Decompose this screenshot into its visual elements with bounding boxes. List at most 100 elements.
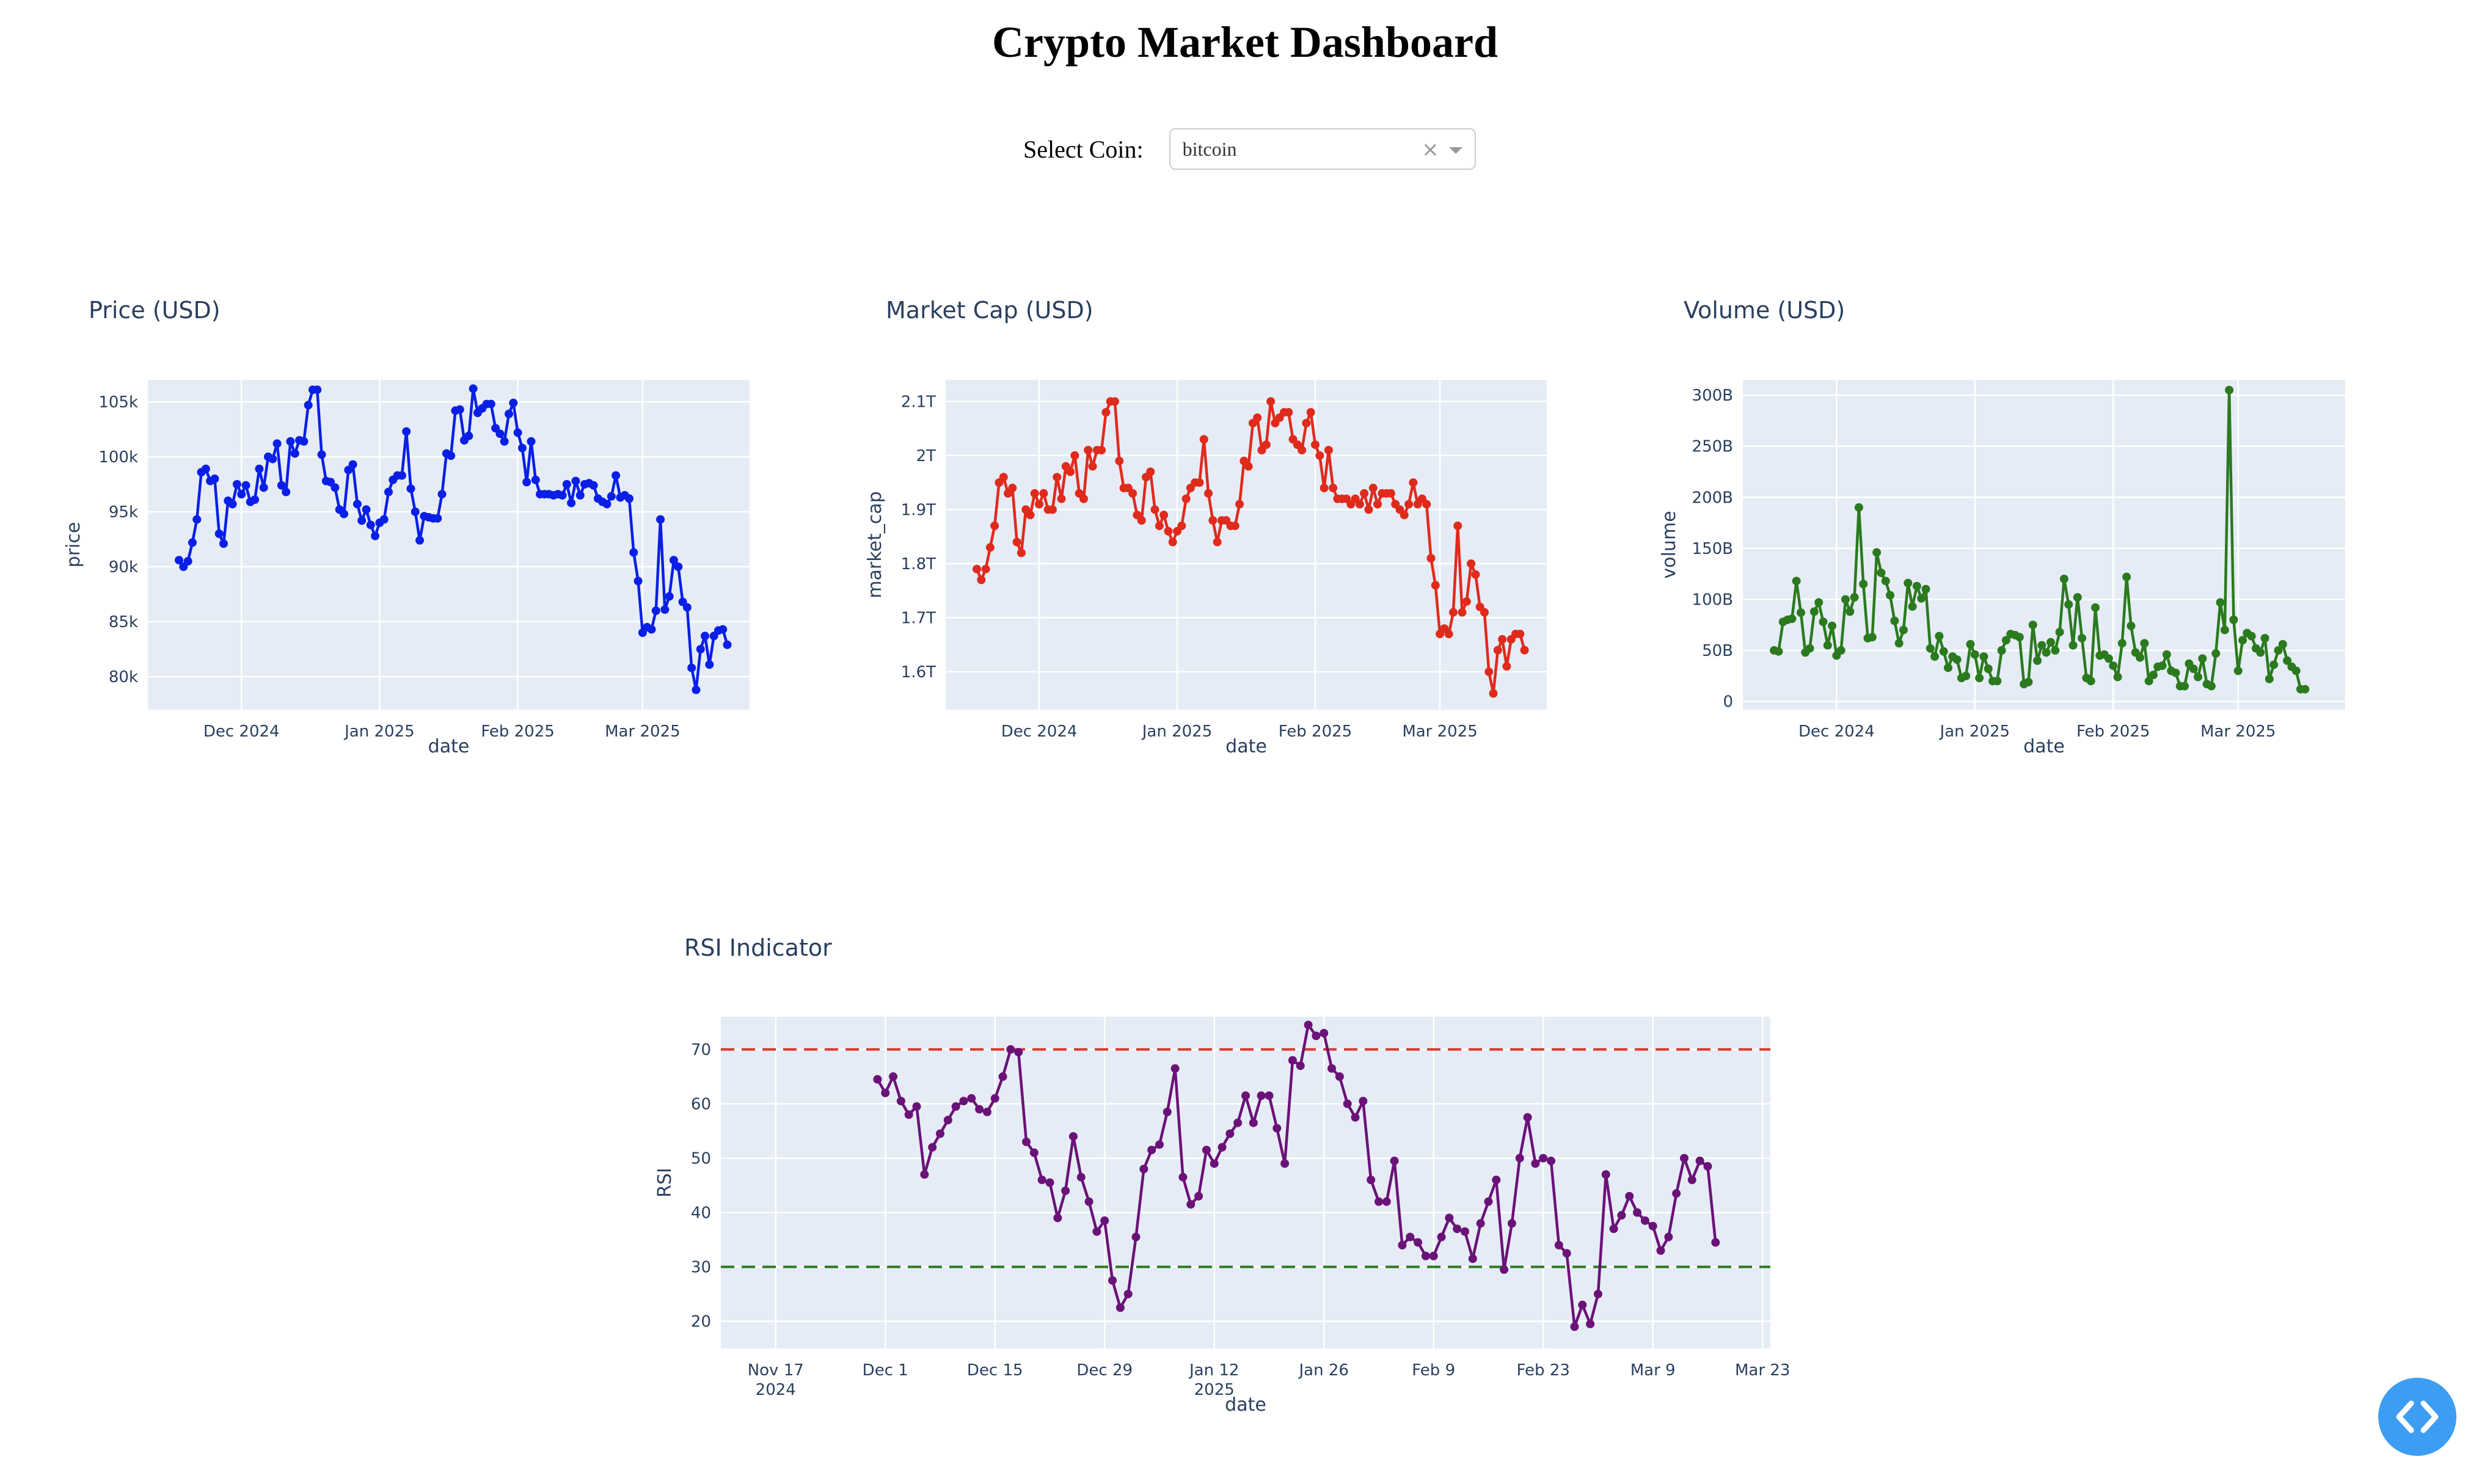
data-point xyxy=(1672,1189,1681,1198)
data-point xyxy=(1997,646,2006,655)
data-point xyxy=(1939,647,1948,656)
data-point xyxy=(1053,1213,1062,1223)
y-tick-label: 105k xyxy=(98,393,138,412)
data-point xyxy=(1398,1240,1407,1249)
data-point xyxy=(1030,489,1039,498)
data-point xyxy=(999,473,1008,482)
x-tick-label: Mar 23 xyxy=(1735,1361,1790,1380)
data-point xyxy=(1640,1216,1649,1225)
data-point xyxy=(2073,593,2082,602)
data-point xyxy=(1320,484,1329,493)
y-tick-label: 1.6T xyxy=(901,663,936,682)
data-point xyxy=(2220,625,2229,635)
data-point xyxy=(1570,1322,1579,1331)
data-point xyxy=(1298,446,1307,455)
data-point xyxy=(317,450,326,459)
data-point xyxy=(1498,635,1507,644)
data-point xyxy=(1026,511,1035,520)
data-point xyxy=(1664,1232,1673,1242)
data-point xyxy=(232,480,241,489)
y-tick-label: 250B xyxy=(1692,438,1733,456)
data-point xyxy=(998,1072,1007,1081)
data-point xyxy=(928,1143,937,1152)
data-point xyxy=(1324,446,1333,455)
data-point xyxy=(406,484,415,493)
data-point xyxy=(366,520,375,529)
data-point xyxy=(509,398,518,407)
data-point xyxy=(1123,1289,1133,1298)
data-point xyxy=(1261,440,1271,449)
data-point xyxy=(1421,1251,1430,1260)
data-point xyxy=(1846,607,1855,616)
data-point xyxy=(1359,1096,1368,1105)
chevron-down-icon[interactable] xyxy=(1448,147,1462,154)
y-tick-label: 40 xyxy=(691,1204,711,1222)
data-point xyxy=(1386,489,1395,498)
data-point xyxy=(1703,1162,1712,1171)
data-point xyxy=(1053,473,1062,482)
data-point xyxy=(411,507,420,516)
data-point xyxy=(1426,554,1436,563)
data-point xyxy=(1186,1200,1196,1209)
data-point xyxy=(1952,655,1962,664)
data-point xyxy=(214,529,224,538)
data-point xyxy=(210,475,219,483)
y-tick-label: 1.7T xyxy=(901,609,936,628)
data-point xyxy=(1500,1265,1509,1274)
code-toggle-button[interactable] xyxy=(2378,1378,2456,1456)
data-point xyxy=(959,1096,968,1105)
data-point xyxy=(348,460,357,469)
data-point xyxy=(1904,578,1913,587)
data-point xyxy=(1774,647,1783,656)
data-point xyxy=(1280,1159,1290,1168)
data-point xyxy=(1029,1148,1039,1157)
y-axis-title: price xyxy=(63,522,84,568)
data-point xyxy=(1554,1240,1563,1249)
data-point xyxy=(1406,1232,1415,1242)
data-point xyxy=(973,564,982,573)
data-point xyxy=(2042,648,2051,657)
close-icon[interactable]: × xyxy=(1422,137,1439,162)
data-point xyxy=(1329,484,1338,493)
data-point xyxy=(228,500,237,509)
data-point xyxy=(1057,494,1066,503)
data-point xyxy=(352,500,362,509)
coin-dropdown-value: bitcoin xyxy=(1182,137,1237,160)
data-point xyxy=(1315,451,1324,460)
data-point xyxy=(1170,1064,1180,1073)
y-tick-label: 85k xyxy=(109,613,138,631)
data-point xyxy=(1079,494,1088,503)
data-point xyxy=(1066,467,1075,476)
data-point xyxy=(1480,608,1489,617)
data-point xyxy=(1648,1221,1657,1231)
data-point xyxy=(2090,603,2100,612)
data-point xyxy=(2233,666,2243,675)
data-point xyxy=(1422,500,1431,509)
data-point xyxy=(1502,662,1511,671)
data-point xyxy=(1930,652,1940,661)
data-point xyxy=(651,606,660,615)
x-tick-label: Feb 9 xyxy=(1412,1361,1455,1380)
data-point xyxy=(2301,685,2310,694)
y-tick-label: 50B xyxy=(1702,642,1733,660)
x-tick-year-label: 2024 xyxy=(756,1381,796,1399)
data-point xyxy=(1935,631,1944,641)
data-point xyxy=(1304,1020,1313,1030)
coin-dropdown[interactable]: bitcoin × xyxy=(1169,128,1476,170)
data-point xyxy=(1039,489,1048,498)
data-point xyxy=(1467,559,1476,568)
data-point xyxy=(1872,548,1882,557)
data-point xyxy=(188,538,197,547)
data-point xyxy=(2140,639,2149,648)
data-point xyxy=(1409,478,1418,487)
data-point xyxy=(1100,1216,1109,1225)
coin-selector-label: Select Coin: xyxy=(1023,135,1144,163)
y-tick-label: 0 xyxy=(1723,693,1733,711)
data-point xyxy=(1943,663,1952,672)
data-point xyxy=(2149,671,2158,680)
x-tick-label: Dec 1 xyxy=(863,1361,908,1380)
x-tick-label: Dec 2024 xyxy=(203,722,280,741)
data-point xyxy=(1266,397,1276,406)
data-point xyxy=(1881,577,1890,586)
